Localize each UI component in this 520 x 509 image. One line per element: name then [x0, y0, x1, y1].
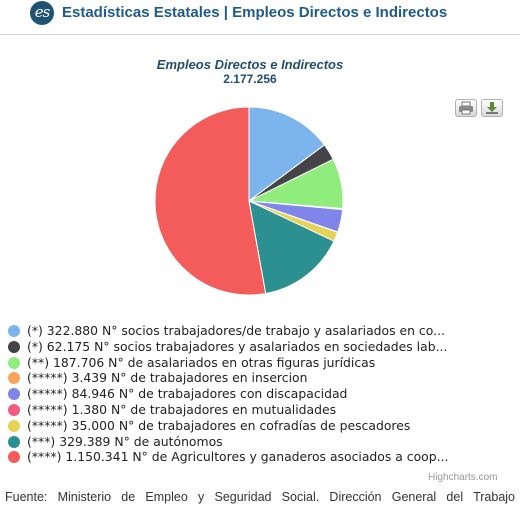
pie-chart [154, 106, 344, 296]
page-header: es Estadísticas Estatales | Empleos Dire… [0, 0, 520, 30]
legend-label: (****) 1.150.341 N° de Agricultores y ga… [27, 449, 449, 465]
legend-item-2[interactable]: (**) 187.706 N° de asalariados en otras … [8, 355, 508, 371]
legend-item-7[interactable]: (***) 329.389 N° de autónomos [8, 434, 508, 450]
download-icon [486, 102, 498, 114]
source-footer: Fuente: Ministerio de Empleo y Seguridad… [5, 490, 515, 504]
legend-marker-icon [8, 372, 20, 385]
legend-marker-icon [8, 419, 20, 432]
chart-legend: (*) 322.880 N° socios trabajadores/de tr… [8, 323, 508, 465]
legend-label: (*) 322.880 N° socios trabajadores/de tr… [27, 323, 445, 338]
legend-label: (*****) 35.000 N° de trabajadores en cof… [27, 417, 411, 433]
pie-slice-0[interactable] [248, 106, 326, 202]
print-chart-button[interactable] [455, 99, 477, 117]
legend-label: (*****) 84.946 N° de trabajadores con di… [27, 386, 348, 402]
page-title: Estadísticas Estatales | Empleos Directo… [62, 4, 448, 21]
header-divider [0, 34, 520, 35]
chart-title: Empleos Directos e Indirectos [156, 57, 344, 72]
legend-marker-icon [8, 356, 20, 369]
legend-label: (***) 329.389 N° de autónomos [27, 433, 223, 449]
printer-icon [459, 101, 473, 115]
export-chart-button[interactable] [481, 99, 503, 117]
legend-marker-icon [8, 403, 20, 416]
legend-item-6[interactable]: (*****) 35.000 N° de trabajadores en cof… [8, 418, 508, 434]
legend-item-5[interactable]: (*****) 1.380 N° de trabajadores en mutu… [8, 402, 508, 418]
legend-item-4[interactable]: (*****) 84.946 N° de trabajadores con di… [8, 386, 508, 402]
legend-label: (**) 187.706 N° de asalariados en otras … [27, 354, 376, 370]
legend-marker-icon [8, 451, 20, 464]
legend-marker-icon [8, 435, 20, 448]
legend-marker-icon [8, 340, 20, 353]
legend-label: (*****) 3.439 N° de trabajadores en inse… [27, 370, 308, 386]
legend-item-3[interactable]: (*****) 3.439 N° de trabajadores en inse… [8, 370, 508, 386]
highcharts-credits[interactable]: Highcharts.com [428, 472, 498, 483]
legend-item-0[interactable]: (*) 322.880 N° socios trabajadores/de tr… [8, 323, 508, 339]
legend-item-8[interactable]: (****) 1.150.341 N° de Agricultores y ga… [8, 449, 508, 465]
legend-item-1[interactable]: (*) 62.175 N° socios trabajadores y asal… [8, 339, 508, 355]
legend-marker-icon [8, 325, 20, 337]
es-logo[interactable]: es [30, 1, 54, 25]
legend-label: (*****) 1.380 N° de trabajadores en mutu… [27, 401, 337, 417]
chart-subtitle: 2.177.256 [223, 72, 277, 86]
pie-slice-8[interactable] [154, 106, 267, 296]
legend-label: (*) 62.175 N° socios trabajadores y asal… [27, 338, 448, 354]
pie-slice-7[interactable] [248, 200, 335, 295]
legend-marker-icon [8, 388, 20, 401]
